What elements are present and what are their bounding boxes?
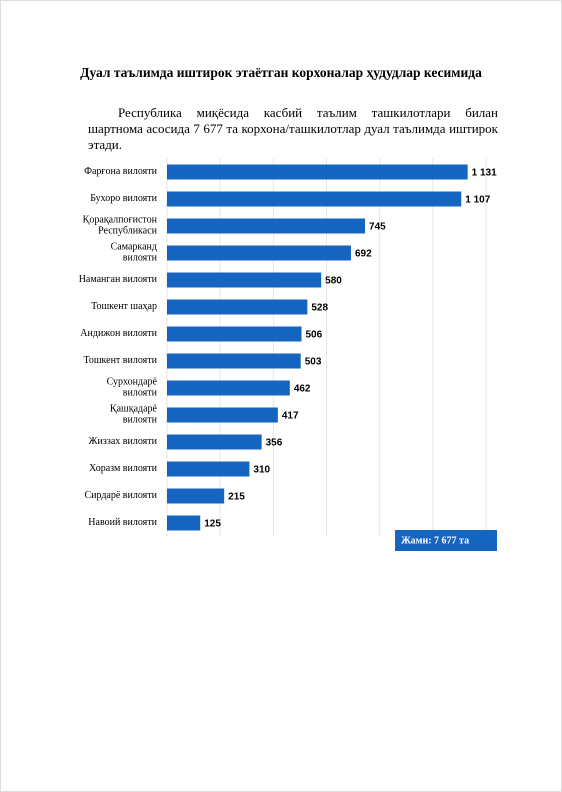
category-label: Бухоро вилояти	[90, 193, 157, 204]
bar	[167, 326, 302, 342]
category-label: Навоий вилояти	[88, 517, 157, 528]
bar	[167, 515, 201, 531]
bar	[167, 299, 308, 315]
value-label: 1 131	[472, 168, 497, 179]
chart-title: Дуал таълимда иштирок этаётган корхонала…	[80, 65, 482, 80]
category-label: Жиззах вилояти	[89, 436, 158, 447]
value-label: 356	[266, 438, 283, 449]
value-label: 310	[253, 465, 270, 476]
category-label: Фарғона вилояти	[84, 166, 158, 177]
value-label: 692	[355, 249, 372, 260]
value-label: 125	[204, 519, 221, 530]
bar	[167, 191, 462, 207]
value-label: 506	[306, 330, 323, 341]
bar	[167, 407, 278, 423]
value-label: 215	[228, 492, 245, 503]
total-box	[395, 530, 497, 551]
value-label: 503	[305, 357, 322, 368]
value-label: 417	[282, 411, 299, 422]
value-label: 580	[325, 276, 342, 287]
title-box: Дуал таълимда иштирок этаётган корхонала…	[80, 65, 482, 80]
category-label: Тошкент шаҳар	[91, 301, 157, 312]
bar	[167, 461, 250, 477]
bar	[167, 380, 290, 396]
total-label: Жами: 7 677 та	[401, 535, 469, 546]
category-label: Сурхондарё вилояти	[107, 377, 158, 399]
category-label: Наманган вилояти	[79, 274, 158, 285]
value-label: 1 107	[465, 195, 490, 206]
category-label: Қашқадарё вилояти	[110, 404, 158, 426]
category-label: Сирдарё вилояти	[84, 490, 157, 501]
category-label: Хоразм вилояти	[89, 463, 158, 474]
bar	[167, 245, 351, 261]
subtitle: Республика миқёсида касбий таълим ташкил…	[88, 105, 498, 152]
value-label: 462	[294, 384, 311, 395]
bar	[167, 434, 262, 450]
value-label: 745	[369, 222, 386, 233]
category-label: Тошкент вилояти	[83, 355, 157, 366]
bar	[167, 353, 301, 369]
category-label: Андижон вилояти	[80, 328, 157, 339]
bar	[167, 164, 468, 180]
value-label: 528	[311, 303, 328, 314]
bar	[167, 488, 225, 504]
category-label: Қорақалпоғистон Республикаси	[83, 215, 158, 237]
bar	[167, 218, 366, 234]
bar	[167, 272, 322, 288]
category-label: Самарканд вилояти	[111, 242, 158, 264]
